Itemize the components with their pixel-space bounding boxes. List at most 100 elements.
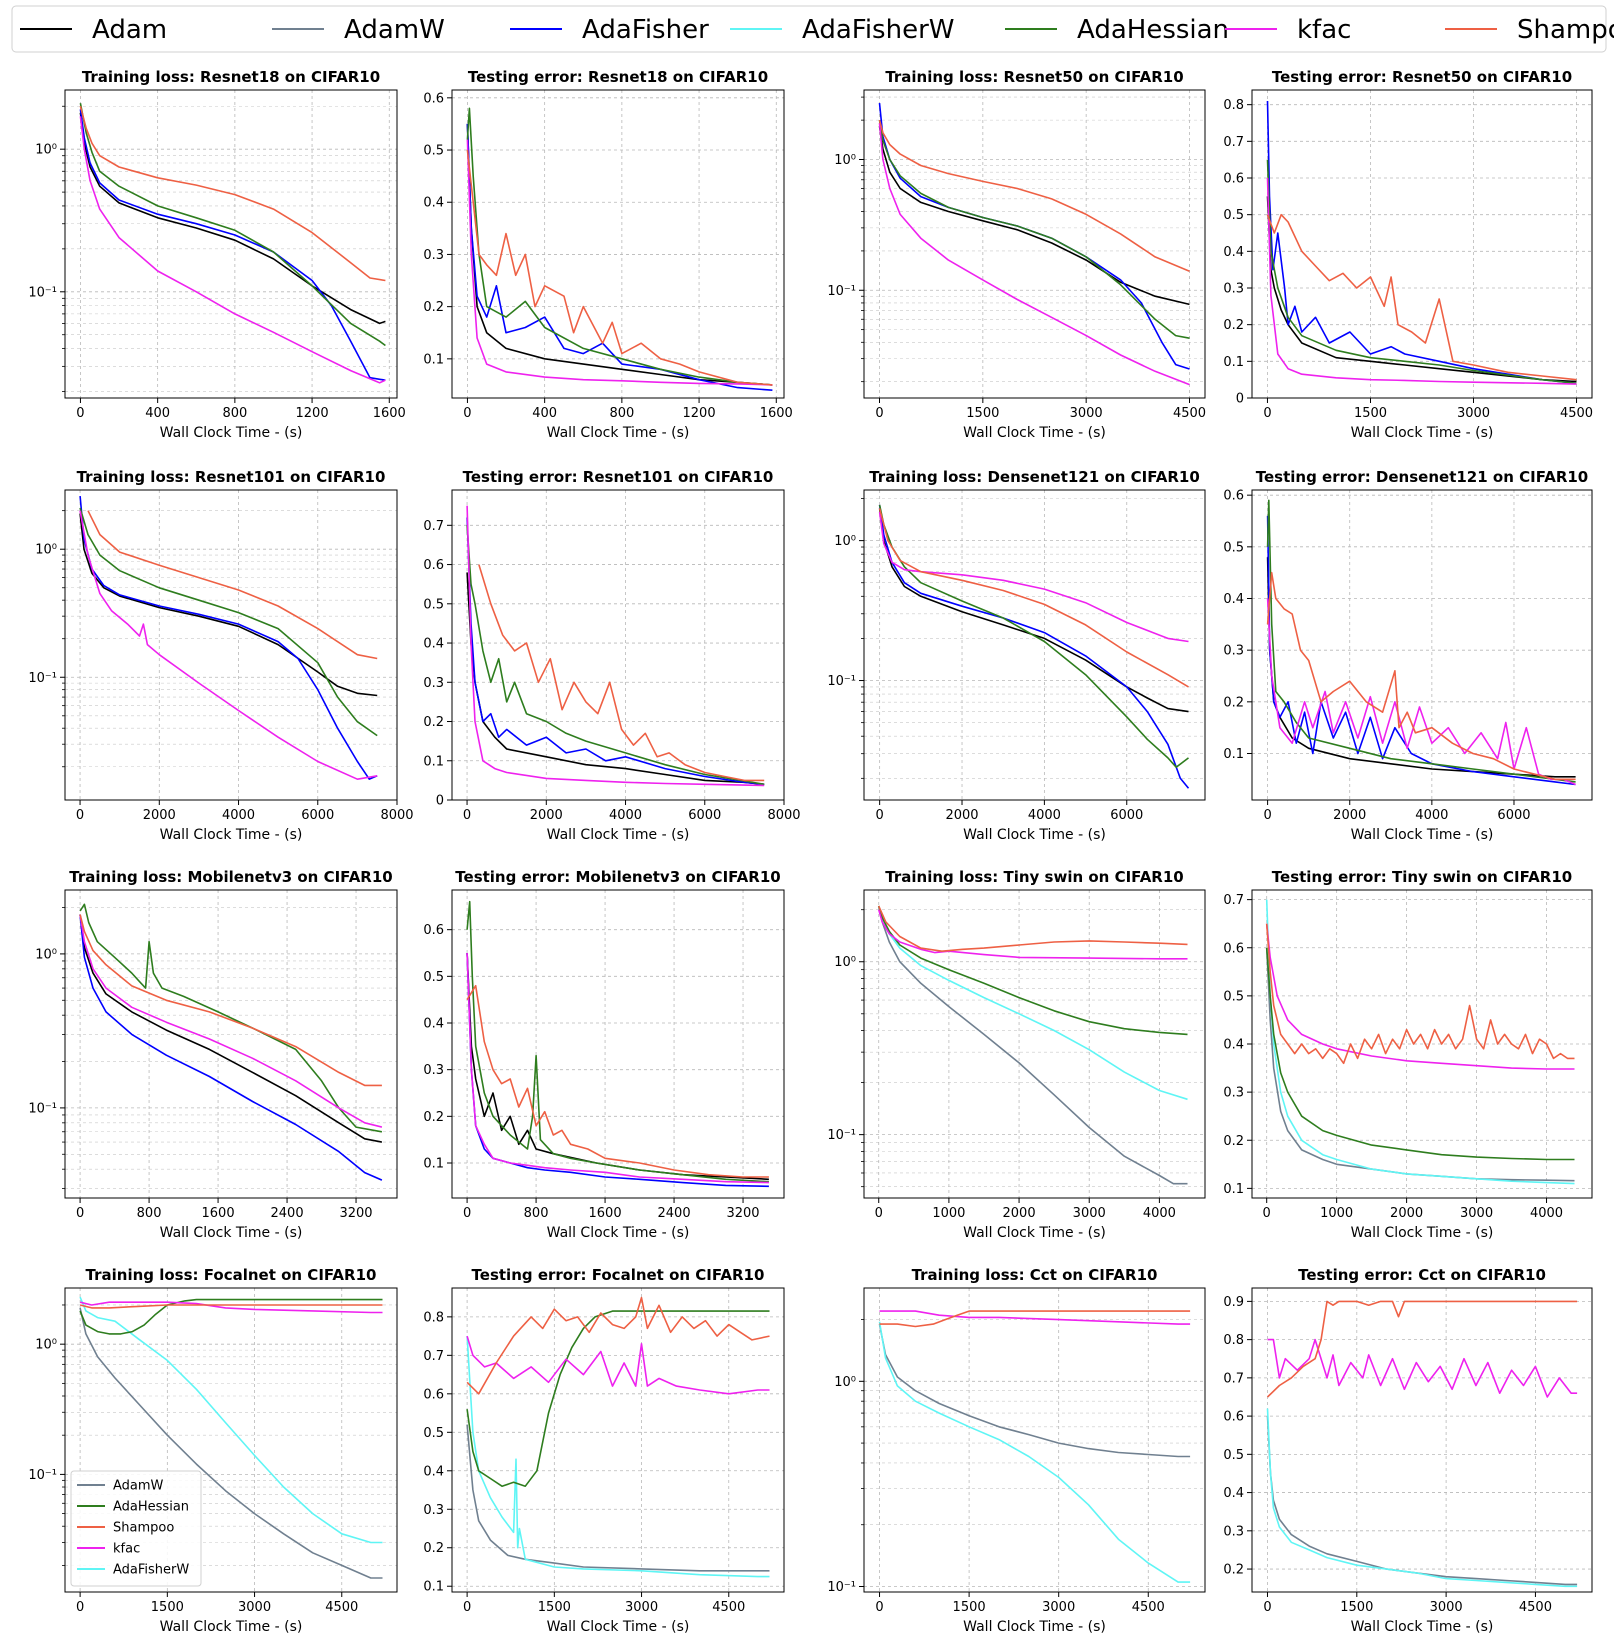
x-tick-label: 0 [1263,1206,1271,1221]
inset-legend-label-kfac: kfac [113,1542,140,1557]
y-tick-label: 0.6 [423,923,444,938]
series-line-adam [878,125,1190,306]
series-line-kfac [877,909,1188,960]
y-tick-label: 0.6 [1223,941,1244,956]
series-line-adahessian [79,507,378,737]
x-tick-label: 2400 [271,1206,304,1221]
series-line-kfac [878,122,1190,386]
series-line-adafisherw [1265,899,1575,1185]
y-tick-label: 0.2 [1223,1134,1244,1149]
panel-1: 0 400 800 1200 1600 10⁻¹ 10⁰ Training loss: Res… [28,68,405,441]
inset-legend-label-adamw: AdamW [113,1479,164,1494]
series-line-adam [878,508,1189,713]
plot-frame [1251,489,1593,801]
series-line-adafisherw [466,1336,770,1578]
series-line-adahessian [466,1310,770,1487]
x-tick-label: 0 [463,1206,471,1221]
x-axis-label: Wall Clock Time - (s) [547,1619,690,1635]
panel-title: Testing error: Focalnet on CIFAR10 [472,1266,765,1284]
x-axis-label: Wall Clock Time - (s) [547,425,690,441]
series-line-adahessian [79,903,383,1133]
y-tick-label: 0 [1236,392,1244,407]
panel-title: Testing error: Resnet18 on CIFAR10 [468,68,768,86]
series-line-kfac [878,511,1189,643]
x-tick-label: 0 [875,1206,883,1221]
plot-frame [451,89,785,399]
x-tick-label: 0 [875,406,883,421]
x-tick-label: 800 [137,1206,162,1221]
inset-legend-label-adafisherw: AdaFisherW [113,1563,189,1578]
series-line-kfac [466,505,765,787]
x-tick-label: 3000 [1430,1600,1463,1615]
y-tick-label: 10⁻¹ [827,1580,856,1595]
y-tick-label: 10⁻¹ [827,1128,856,1143]
x-tick-label: 6000 [301,808,334,823]
x-tick-label: 3000 [1460,1206,1493,1221]
y-tick-label: 0.2 [1223,1563,1244,1578]
series-line-adahessian [466,525,765,786]
x-tick-label: 3000 [625,1600,658,1615]
series-line-adahessian [1265,947,1575,1161]
y-tick-label: 0.8 [1223,98,1244,113]
x-axis-label: Wall Clock Time - (s) [1351,425,1494,441]
y-tick-label: 10⁰ [834,153,856,168]
y-tick-label: 0.8 [423,1310,444,1325]
y-tick-label: 0.7 [1223,893,1244,908]
series-group [877,905,1188,1185]
y-tick-label: 0.3 [423,1063,444,1078]
x-tick-label: 1600 [202,1206,235,1221]
panel-16: 0 1500 3000 4500 0.2 0.3 0.4 0.5 0.6 0.7 0.8 0.9 Tes… [1223,1266,1593,1635]
series-line-adafisher [1266,100,1577,385]
panel-title: Training loss: Resnet101 on CIFAR10 [77,468,386,486]
panel-3: 0 1500 3000 4500 10⁻¹ 10⁰ Training loss: Resne… [827,68,1206,441]
panel-title: Training loss: Densenet121 on CIFAR10 [869,468,1200,486]
series-group [79,1296,383,1579]
chart-grid: 0 400 800 1200 1600 10⁻¹ 10⁰ Training loss: Res… [28,68,1593,1635]
series-line-adahessian [466,107,773,386]
x-tick-label: 4000 [1530,1206,1563,1221]
y-tick-label: 0.2 [423,1110,444,1125]
plot-frame [64,889,398,1199]
y-tick-label: 10⁰ [35,1338,57,1353]
series-group [1266,1300,1578,1588]
series-line-shampoo [878,119,1190,272]
y-tick-label: 0.5 [423,1426,444,1441]
series-line-adamw [1266,1416,1578,1586]
y-tick-label: 0.9 [1223,1295,1244,1310]
series-line-kfac [1265,923,1575,1070]
series-group [466,505,765,787]
panel-9: 0 800 1600 2400 3200 10⁻¹ 10⁰ Training loss: Mo… [28,868,398,1241]
y-tick-label: 0.2 [1223,318,1244,333]
x-tick-label: 1000 [932,1206,965,1221]
series-line-adafisher [79,496,378,781]
plot-frame [451,489,785,801]
x-tick-label: 1600 [589,1206,622,1221]
y-tick-label: 0.1 [1223,747,1244,762]
y-tick-label: 0.3 [1223,1524,1244,1539]
x-tick-label: 1500 [953,1600,986,1615]
x-tick-label: 800 [524,1206,549,1221]
y-tick-label: 0.3 [1223,644,1244,659]
y-tick-label: 10⁰ [834,1375,856,1390]
y-tick-label: 10⁻¹ [28,285,57,300]
panel-title: Testing error: Mobilenetv3 on CIFAR10 [455,868,780,886]
y-tick-label: 0.1 [423,1157,444,1172]
x-tick-label: 1500 [1340,1600,1373,1615]
plot-frame [863,489,1206,801]
x-tick-label: 4500 [1173,406,1206,421]
y-tick-label: 10⁰ [35,143,57,158]
series-line-adahessian [878,119,1190,339]
y-tick-label: 0.3 [423,676,444,691]
x-tick-label: 800 [609,406,634,421]
series-line-shampoo [1266,213,1577,381]
x-tick-label: 0 [1263,406,1271,421]
series-line-adam [79,513,378,697]
x-axis-label: Wall Clock Time - (s) [1351,1619,1494,1635]
series-line-kfac [466,1335,770,1395]
series-line-kfac [879,1310,1191,1325]
y-tick-label: 0.7 [423,1349,444,1364]
panel-title: Training loss: Tiny swin on CIFAR10 [885,868,1183,886]
x-tick-label: 4000 [609,808,642,823]
x-tick-label: 4500 [1132,1600,1165,1615]
legend-label-adahessian: AdaHessian [1077,15,1229,45]
